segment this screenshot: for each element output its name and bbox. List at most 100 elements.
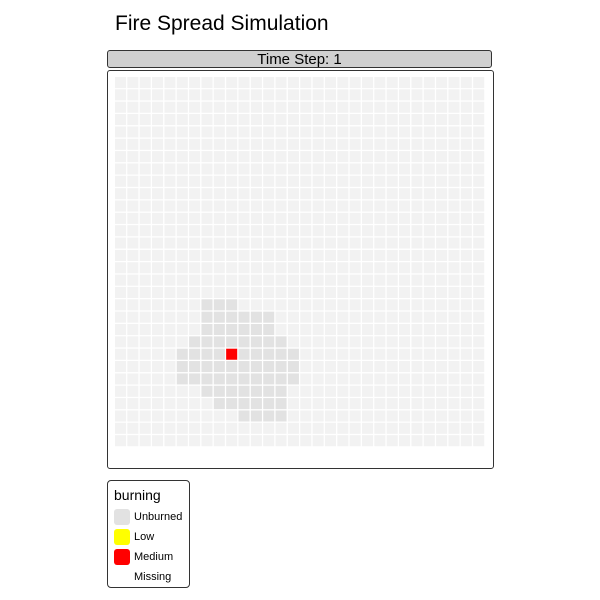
cell-empty bbox=[448, 101, 460, 113]
cell-empty bbox=[152, 361, 164, 373]
cell-empty bbox=[362, 126, 374, 138]
cell-empty bbox=[324, 200, 336, 212]
cell-empty bbox=[374, 361, 386, 373]
cell-empty bbox=[448, 163, 460, 175]
cell-empty bbox=[127, 175, 139, 187]
cell-empty bbox=[250, 262, 262, 274]
cell-empty bbox=[189, 286, 201, 298]
cell-empty bbox=[213, 114, 225, 126]
cell-empty bbox=[263, 274, 275, 286]
cell-empty bbox=[300, 422, 312, 434]
cell-empty bbox=[460, 101, 472, 113]
cell-empty bbox=[250, 249, 262, 261]
cell-empty bbox=[399, 336, 411, 348]
cell-empty bbox=[201, 114, 213, 126]
cell-empty bbox=[300, 373, 312, 385]
cell-empty bbox=[312, 299, 324, 311]
cell-empty bbox=[164, 200, 176, 212]
cell-empty bbox=[399, 274, 411, 286]
cell-empty bbox=[374, 422, 386, 434]
cell-empty bbox=[263, 200, 275, 212]
legend-title: burning bbox=[114, 487, 161, 503]
cell-empty bbox=[263, 89, 275, 101]
cell-empty bbox=[226, 101, 238, 113]
cell-empty bbox=[127, 299, 139, 311]
cell-empty bbox=[399, 249, 411, 261]
cell-unburned bbox=[238, 324, 250, 336]
cell-empty bbox=[213, 435, 225, 447]
cell-unburned bbox=[201, 385, 213, 397]
cell-empty bbox=[287, 114, 299, 126]
cell-empty bbox=[448, 114, 460, 126]
cell-empty bbox=[127, 200, 139, 212]
cell-empty bbox=[263, 286, 275, 298]
cell-empty bbox=[436, 311, 448, 323]
cell-empty bbox=[275, 274, 287, 286]
cell-empty bbox=[448, 126, 460, 138]
cell-empty bbox=[189, 212, 201, 224]
cell-empty bbox=[337, 398, 349, 410]
legend-key-unburned bbox=[114, 509, 130, 525]
cell-empty bbox=[164, 249, 176, 261]
cell-empty bbox=[152, 274, 164, 286]
cell-empty bbox=[287, 237, 299, 249]
cell-unburned bbox=[226, 373, 238, 385]
cell-empty bbox=[152, 101, 164, 113]
cell-empty bbox=[300, 89, 312, 101]
cell-empty bbox=[139, 175, 151, 187]
cell-empty bbox=[337, 274, 349, 286]
cell-empty bbox=[411, 274, 423, 286]
cell-empty bbox=[324, 274, 336, 286]
cell-empty bbox=[312, 151, 324, 163]
cell-unburned bbox=[189, 361, 201, 373]
cell-empty bbox=[189, 249, 201, 261]
cell-empty bbox=[287, 398, 299, 410]
cell-empty bbox=[127, 336, 139, 348]
cell-empty bbox=[349, 225, 361, 237]
cell-empty bbox=[436, 188, 448, 200]
cell-empty bbox=[189, 89, 201, 101]
cell-empty bbox=[411, 324, 423, 336]
cell-empty bbox=[238, 151, 250, 163]
cell-empty bbox=[399, 299, 411, 311]
cell-empty bbox=[362, 89, 374, 101]
cell-empty bbox=[337, 138, 349, 150]
cell-empty bbox=[201, 262, 213, 274]
cell-empty bbox=[448, 422, 460, 434]
cell-empty bbox=[362, 225, 374, 237]
cell-empty bbox=[399, 163, 411, 175]
cell-empty bbox=[460, 200, 472, 212]
cell-empty bbox=[349, 163, 361, 175]
cell-empty bbox=[275, 311, 287, 323]
cell-empty bbox=[213, 151, 225, 163]
cell-empty bbox=[300, 175, 312, 187]
cell-empty bbox=[152, 348, 164, 360]
cell-empty bbox=[300, 200, 312, 212]
cell-unburned bbox=[250, 361, 262, 373]
cell-empty bbox=[176, 286, 188, 298]
cell-empty bbox=[362, 299, 374, 311]
cell-empty bbox=[374, 348, 386, 360]
cell-empty bbox=[189, 385, 201, 397]
cell-empty bbox=[436, 385, 448, 397]
cell-empty bbox=[127, 89, 139, 101]
cell-empty bbox=[312, 163, 324, 175]
cell-empty bbox=[460, 336, 472, 348]
cell-empty bbox=[436, 398, 448, 410]
cell-empty bbox=[263, 262, 275, 274]
cell-empty bbox=[374, 398, 386, 410]
cell-empty bbox=[287, 188, 299, 200]
cell-empty bbox=[411, 212, 423, 224]
cell-empty bbox=[337, 336, 349, 348]
cell-empty bbox=[226, 212, 238, 224]
cell-empty bbox=[226, 435, 238, 447]
cell-empty bbox=[374, 286, 386, 298]
cell-empty bbox=[189, 114, 201, 126]
cell-empty bbox=[139, 77, 151, 89]
cell-empty bbox=[399, 324, 411, 336]
cell-empty bbox=[176, 188, 188, 200]
cell-empty bbox=[436, 373, 448, 385]
cell-empty bbox=[287, 163, 299, 175]
cell-empty bbox=[386, 398, 398, 410]
cell-empty bbox=[460, 398, 472, 410]
